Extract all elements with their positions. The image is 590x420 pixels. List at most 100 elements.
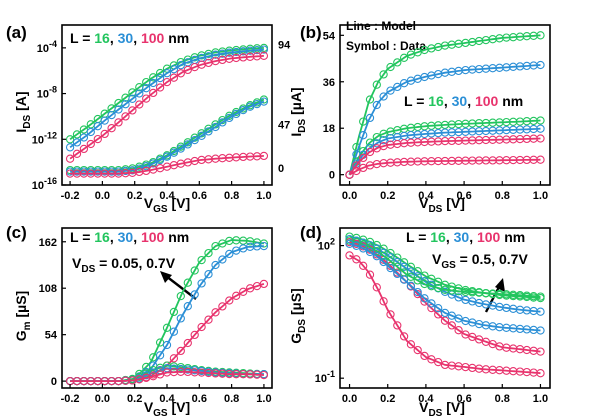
data-point [72,149,82,158]
x-tick-label: 0.2 [380,190,395,202]
vds-value-label: 94 [278,39,291,51]
data-point [169,307,179,317]
data-point [93,122,102,131]
data-point [162,340,172,350]
data-point [169,354,179,363]
y-axis-label-d: GDS [µS] [288,288,308,343]
data-point [386,86,395,95]
data-point [86,139,95,149]
data-point [114,105,123,114]
panel-c: (c) L = 16, 30, 100 nm VDS = 0.05, 0.7V … [6,223,273,419]
vds-value-label: 0 [278,163,284,175]
data-point [162,152,172,161]
data-point [197,322,206,332]
data-point [536,60,545,70]
data-point [345,170,354,179]
data-point [372,132,381,142]
data-point [72,130,82,139]
data-point [399,332,409,341]
data-point [225,113,234,123]
data-point [372,139,381,148]
vds-annotation: VDS = 0.05, 0.7V [72,255,176,275]
model-line [349,242,541,332]
y-tick-label: 108 [39,283,57,295]
data-point [393,82,402,92]
x-tick-label: 0.4 [418,393,434,405]
model-line [69,54,264,160]
data-point [434,277,443,286]
model-line [349,235,541,299]
x-tick-label: 0.8 [224,190,239,202]
data-point [135,100,144,109]
data-point [204,127,213,136]
data-point [190,135,199,145]
data-point [239,287,248,296]
data-point [440,316,450,325]
panel-label-c: (c) [6,223,27,242]
y-tick-label: 54 [45,330,58,342]
data-point [420,351,429,361]
data-point [190,266,199,275]
model-line [348,127,541,176]
data-point [225,249,234,259]
data-point [176,291,185,301]
x-tick-label: 1.0 [533,190,548,202]
legend-b: L = 16, 30, 100 nm [404,93,523,109]
data-point [372,252,381,261]
data-point [169,65,179,74]
data-point [393,58,402,67]
note-symbol-data: Symbol : Data [346,39,426,53]
x-tick-label: 0.6 [456,393,471,405]
data-point [365,270,375,279]
model-line [69,48,264,149]
data-point [365,147,375,157]
data-point [211,308,220,317]
x-tick-label: 0.2 [380,393,395,405]
data-point [225,296,234,305]
data-point [114,118,123,127]
data-point [447,311,456,320]
data-point [359,117,368,126]
data-point [536,134,545,143]
model-line [70,155,264,175]
data-point [239,105,248,115]
model-line [348,119,541,176]
data-point [413,276,422,285]
data-point [259,97,269,106]
model-line [349,238,541,313]
data-point [406,272,416,281]
data-point [352,241,361,250]
x-tick-label: 0.0 [342,190,357,202]
data-point [204,270,213,279]
x-tick-label: 0.8 [495,393,510,405]
data-point [536,326,545,335]
x-tick-label: 0.8 [224,393,239,405]
data-point [365,247,375,257]
data-point [259,241,269,251]
data-point [232,291,241,300]
data-point [79,144,89,154]
data-point [259,279,269,289]
legend-unit: nm [164,30,189,46]
data-point [211,122,220,132]
data-point [447,321,456,330]
legend-l100: 100 [141,30,165,46]
panel-label-d: (d) [300,223,322,242]
data-point [176,144,185,153]
legend-prefix: L = [70,30,94,46]
data-point [211,260,220,270]
data-point [218,118,227,127]
data-point [232,109,241,119]
data-point [65,135,75,144]
data-point [169,148,179,157]
y-tick-label: 0 [329,170,335,182]
data-point [190,330,199,340]
data-point [393,269,402,279]
data-point [434,357,443,367]
data-point [406,340,416,349]
data-point [93,134,102,144]
legend-d: L = 16, 30, 100 nm [406,229,525,245]
data-point [211,241,220,251]
y-tick-label: 102 [318,237,335,253]
data-point [372,283,381,292]
